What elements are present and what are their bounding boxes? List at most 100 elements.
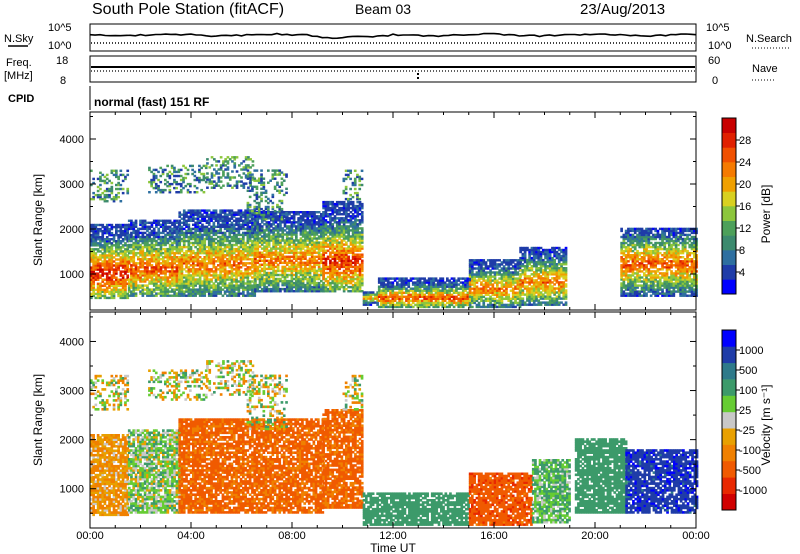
power-cell (160, 270, 163, 272)
power-cell (231, 246, 234, 248)
power-cell (99, 283, 102, 285)
power-cell (336, 241, 339, 243)
power-cell (345, 288, 348, 290)
power-cell (277, 247, 280, 249)
power-cell (341, 201, 344, 203)
power-cell (231, 228, 234, 230)
power-cell (494, 275, 497, 277)
power-cell (240, 260, 243, 262)
power-cell (306, 243, 309, 245)
power-cell (224, 220, 227, 222)
power-cell (181, 246, 184, 248)
power-cell (160, 284, 163, 286)
power-cell (160, 266, 163, 268)
power-cell (183, 295, 186, 297)
power-cell (167, 232, 170, 234)
power-cell (208, 270, 211, 272)
power-cell (407, 286, 410, 288)
power-cell (206, 246, 209, 248)
nsky-tick-top: 10^5 (48, 22, 72, 34)
power-cell (144, 232, 147, 234)
power-cell (126, 274, 129, 276)
power-cell (311, 225, 314, 227)
power-cell (185, 270, 188, 272)
power-cell (247, 270, 250, 272)
power-cell (148, 270, 151, 272)
power-cell (473, 292, 476, 294)
power-cell (336, 256, 339, 258)
cpid-panel: CPID normal (fast) 151 RF (8, 86, 209, 110)
power-cell (423, 294, 426, 296)
power-cell (247, 246, 250, 248)
power-cell (437, 286, 440, 288)
power-cell (194, 270, 197, 272)
power-cell (266, 241, 269, 243)
power-cell (322, 288, 325, 290)
power-cell (311, 237, 314, 239)
power-cell (194, 218, 197, 220)
power-cell (392, 281, 395, 283)
power-cell (208, 220, 211, 222)
power-cell (169, 270, 172, 272)
power-cell (464, 277, 467, 279)
power-cell (194, 288, 197, 290)
power-cell (361, 231, 364, 233)
power-cell (279, 270, 282, 272)
power-cell (130, 250, 133, 252)
power-cell (124, 242, 127, 244)
power-cell (190, 214, 193, 216)
power-cell (106, 236, 109, 238)
power-cell (455, 296, 458, 298)
power-cell (457, 288, 460, 290)
power-cell (266, 280, 269, 282)
power-cell (313, 266, 316, 268)
power-cell (155, 254, 158, 256)
power-cell (124, 250, 127, 252)
power-cell (142, 260, 145, 262)
power-cell (108, 283, 111, 285)
power-cell (453, 302, 456, 304)
power-cell (120, 240, 123, 242)
power-cell (124, 279, 127, 281)
power-cell (341, 209, 344, 211)
power-cell (164, 284, 167, 286)
nsky-tick-bottom: 10^0 (48, 40, 72, 52)
power-cell (144, 220, 147, 222)
power-cell (316, 241, 319, 243)
power-cell (108, 250, 111, 252)
power-cell (327, 276, 330, 278)
power-cell (498, 281, 501, 283)
power-cell (97, 283, 100, 285)
power-cell (106, 224, 109, 226)
power-cell (322, 266, 325, 268)
power-cell (111, 224, 114, 226)
power-cell (302, 225, 305, 227)
power-cell (352, 209, 355, 211)
power-cell (322, 282, 325, 284)
power-cell (322, 290, 325, 292)
power-cell (311, 215, 314, 217)
power-cell (279, 233, 282, 235)
power-cell (496, 267, 499, 269)
power-cell (201, 234, 204, 236)
power-cell (286, 280, 289, 282)
power-cell (185, 230, 188, 232)
power-cell (496, 263, 499, 265)
power-cell (423, 277, 426, 279)
power-cell (256, 256, 259, 258)
power-cell (480, 288, 483, 290)
power-cell (462, 292, 465, 294)
power-cell (178, 211, 181, 213)
power-cell (199, 276, 202, 278)
power-cell (473, 267, 476, 269)
power-cell (167, 254, 170, 256)
power-cell (428, 277, 431, 279)
power-cell (329, 215, 332, 217)
power-cell (217, 274, 220, 276)
power-cell (226, 250, 229, 252)
power-cell (224, 276, 227, 278)
power-cell (135, 252, 138, 254)
power-cell (329, 290, 332, 292)
power-cell (482, 261, 485, 263)
nsky-trace (90, 34, 696, 39)
